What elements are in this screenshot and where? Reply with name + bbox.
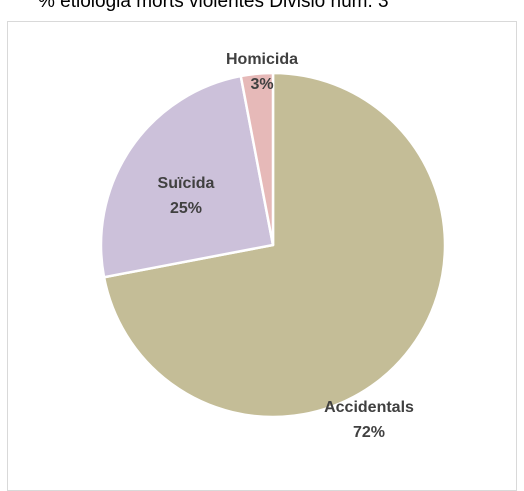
pie-slice-accidentals xyxy=(102,71,447,419)
slice-label-homicida: Homicida xyxy=(226,51,298,68)
pie-slice-homicida xyxy=(239,71,275,247)
chart-title: % etiologia morts violentes Divisió núm.… xyxy=(38,0,389,12)
slice-value-accidentals: 72% xyxy=(353,424,385,441)
pie-slice-suïcida xyxy=(99,74,275,279)
slice-label-accidentals: Accidentals xyxy=(324,399,414,416)
slice-value-suïcida: 25% xyxy=(170,200,202,217)
slice-label-suïcida: Suïcida xyxy=(158,175,215,192)
slice-value-homicida: 3% xyxy=(250,76,273,93)
pie-chart: Accidentals 72% Suïcida 25% Homicida 3% xyxy=(99,51,447,441)
